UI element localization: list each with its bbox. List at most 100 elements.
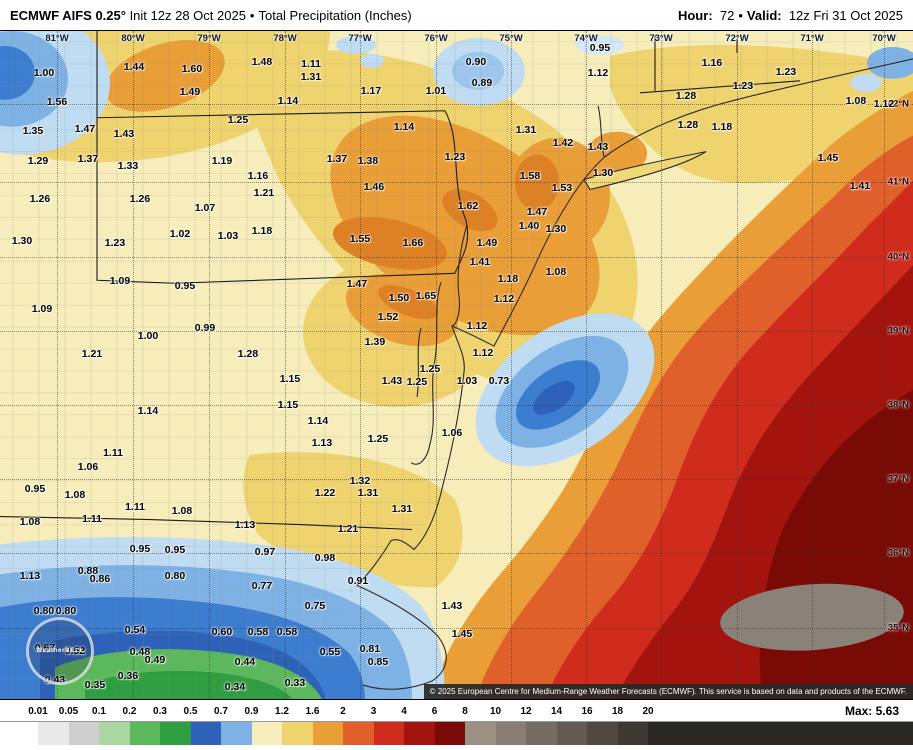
latitude-gridline xyxy=(0,628,913,629)
precip-value-label: 1.65 xyxy=(415,290,437,302)
precip-value-label: 1.09 xyxy=(31,303,53,315)
precip-value-label: 1.06 xyxy=(77,461,99,473)
precip-value-label: 1.43 xyxy=(441,600,463,612)
longitude-label: 70°W xyxy=(872,33,896,44)
precip-value-label: 1.23 xyxy=(104,237,126,249)
precip-value-label: 1.11 xyxy=(301,58,321,70)
longitude-gridline xyxy=(133,31,134,699)
precip-value-label: 1.38 xyxy=(357,155,379,167)
product-name: Total Precipitation (Inches) xyxy=(258,7,412,23)
precip-value-label: 1.56 xyxy=(46,96,68,108)
precip-value-label: 1.08 xyxy=(19,516,41,528)
precip-value-label: 1.30 xyxy=(11,235,33,247)
precip-value-label: 1.58 xyxy=(519,170,541,182)
latitude-label: 39°N xyxy=(887,325,909,337)
precip-value-label: 1.30 xyxy=(592,167,614,179)
precip-value-label: 1.25 xyxy=(406,376,428,388)
max-value-label: Max: 5.63 xyxy=(844,704,899,718)
colorbar-tick-label: 4 xyxy=(401,706,407,717)
precip-value-label: 1.42 xyxy=(552,137,574,149)
precip-value-label: 0.34 xyxy=(224,681,246,693)
longitude-label: 77°W xyxy=(348,33,372,44)
precip-value-label: 1.03 xyxy=(456,375,478,387)
hour-label: Hour xyxy=(677,7,709,23)
separator-dot: • xyxy=(249,7,255,23)
colorbar-tick-label: 2 xyxy=(340,706,346,717)
precip-value-label: 0.95 xyxy=(589,42,611,54)
longitude-label: 74°W xyxy=(574,33,598,44)
precip-value-label: 0.95 xyxy=(24,483,46,495)
precip-value-label: 1.15 xyxy=(277,399,299,411)
colorbar-tick-label: 16 xyxy=(581,706,593,717)
colorbar-segment xyxy=(38,722,69,745)
precip-value-label: 0.33 xyxy=(284,677,306,689)
precip-value-label: 0.77 xyxy=(251,580,273,592)
precip-value-label: 0.48 xyxy=(129,646,151,658)
precip-value-label: 1.46 xyxy=(363,181,385,193)
precip-value-label: 1.45 xyxy=(451,628,473,640)
colorbar-segment xyxy=(465,722,496,745)
precip-value-label: 1.00 xyxy=(33,67,55,79)
precip-value-label: 0.35 xyxy=(84,679,106,691)
colorbar xyxy=(0,721,913,745)
longitude-label: 78°W xyxy=(273,33,297,44)
precip-value-label: 1.29 xyxy=(27,155,49,167)
longitude-label: 71°W xyxy=(800,33,824,44)
precip-value-label: 0.95 xyxy=(164,544,186,556)
valid-label: Valid xyxy=(746,7,778,23)
precip-value-label: 0.73 xyxy=(488,375,510,387)
precip-value-label: 0.44 xyxy=(234,656,256,668)
precip-value-label: 1.14 xyxy=(307,415,329,427)
precip-value-label: 1.52 xyxy=(377,311,399,323)
precip-value-label: 1.31 xyxy=(515,124,537,136)
precip-value-label: 0.58 xyxy=(247,626,269,638)
precip-value-label: 1.44 xyxy=(123,61,145,73)
precip-value-label: 1.66 xyxy=(402,237,424,249)
header-bar: ECMWF AIFS 0.25° Init 12z 28 Oct 2025 • To… xyxy=(0,0,913,30)
colorbar-tick-label: 0.05 xyxy=(58,706,79,717)
state-borders xyxy=(0,31,801,531)
copyright-attribution: © 2025 European Centre for Medium-Range … xyxy=(423,684,913,699)
longitude-label: 76°W xyxy=(424,33,448,44)
precip-value-label: 1.18 xyxy=(251,225,273,237)
longitude-label: 81°W xyxy=(45,33,69,44)
precip-value-label: 1.25 xyxy=(227,114,249,126)
precip-value-label: 0.80 xyxy=(33,605,55,617)
precip-value-label: 1.16 xyxy=(701,57,723,69)
longitude-gridline xyxy=(812,31,813,699)
colorbar-segment xyxy=(251,722,282,745)
separator-dot: • xyxy=(738,7,743,23)
map-graphic xyxy=(0,31,913,699)
precip-value-label: 1.13 xyxy=(19,570,41,582)
forecast-info: Hour: 72 • Valid: 12z Fri 31 Oct 2025 xyxy=(677,7,903,23)
precip-value-label: 0.97 xyxy=(254,546,276,558)
precip-value-label: 1.32 xyxy=(349,475,371,487)
precip-value-label: 1.43 xyxy=(587,141,609,153)
colorbar-tick-label: 0.2 xyxy=(122,706,137,717)
latitude-label: 40°N xyxy=(887,251,909,263)
precip-value-label: 1.47 xyxy=(526,206,548,218)
precip-value-label: 1.23 xyxy=(732,80,754,92)
coastline xyxy=(356,58,913,690)
colorbar-segment xyxy=(495,722,526,745)
colorbar-segment xyxy=(587,722,618,745)
colorbar-tick-label: 1.2 xyxy=(275,706,289,717)
colorbar-tick-label: 20 xyxy=(642,706,654,717)
precip-value-label: 1.25 xyxy=(367,433,389,445)
colorbar-segment xyxy=(343,722,374,745)
precip-value-label: 1.02 xyxy=(169,228,191,240)
precip-value-label: 0.80 xyxy=(55,605,77,617)
precip-value-label: 0.55 xyxy=(319,646,341,658)
precip-value-label: 1.11 xyxy=(82,513,102,525)
precip-value-label: 1.23 xyxy=(444,151,466,163)
precip-value-label: 1.40 xyxy=(518,220,540,232)
latitude-label: 35°N xyxy=(887,622,909,634)
precip-value-label: 1.41 xyxy=(849,180,871,192)
latitude-gridline xyxy=(0,182,913,183)
colorbar-segment xyxy=(0,722,38,745)
precip-value-label: 1.21 xyxy=(337,523,359,535)
longitude-label: 79°W xyxy=(197,33,221,44)
latitude-gridline xyxy=(0,405,913,406)
colorbar-tick-label: 12 xyxy=(520,706,532,717)
precip-value-label: 1.07 xyxy=(194,202,216,214)
